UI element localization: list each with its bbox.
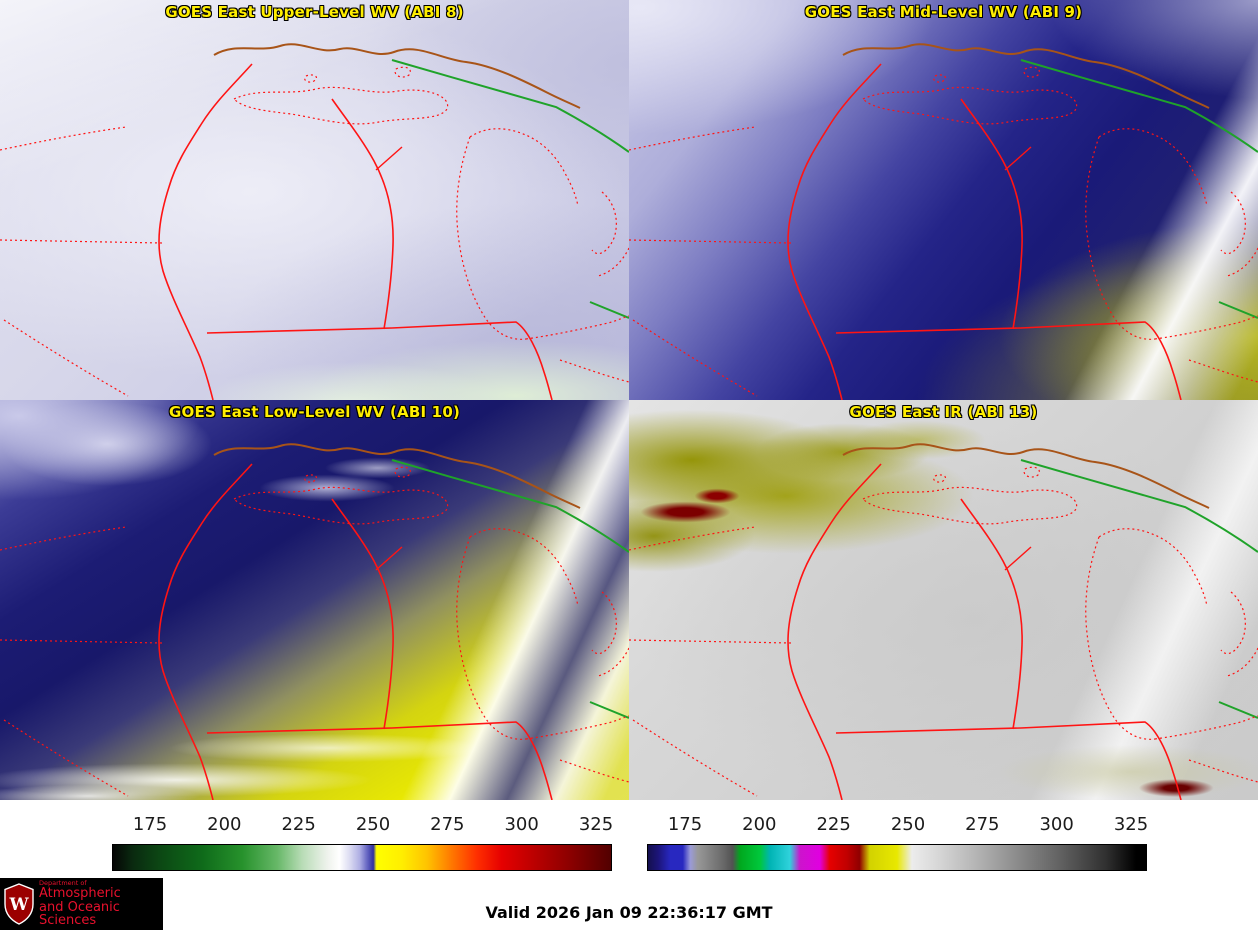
satellite-image-abi13 — [629, 400, 1258, 800]
logo-oceanic-sciences: and Oceanic Sciences — [39, 899, 120, 929]
colorbar-tick-label: 175 — [132, 814, 168, 835]
colorbar-tick-label: 325 — [1113, 814, 1149, 835]
wv-colorbar-gradient — [112, 844, 612, 871]
panel-title-abi8: GOES East Upper-Level WV (ABI 8) — [165, 3, 464, 21]
colorbar-tick-label: 275 — [965, 814, 1000, 835]
colorbar-tick-label: 225 — [816, 814, 851, 835]
ir-colorbar-gradient — [647, 844, 1147, 871]
colorbar-tick-label: 225 — [281, 814, 316, 835]
panel-title-abi9: GOES East Mid-Level WV (ABI 9) — [804, 3, 1083, 21]
colorbar-tick-label: 300 — [1039, 814, 1074, 835]
logo-atmospheric: Atmospheric — [39, 885, 121, 901]
colorbar-tick-label: 200 — [742, 814, 777, 835]
wv-colorbar: 175 200 225 250 275 300 325 — [112, 812, 614, 876]
colorbar-tick-label: 325 — [578, 814, 614, 835]
satellite-image-abi9 — [629, 0, 1258, 400]
uw-aos-logo-text: Department of Atmospheric and Oceanic Sc… — [39, 880, 163, 928]
panel-low-level-wv: GOES East Low-Level WV (ABI 10) — [0, 400, 629, 800]
colorbar-tick-label: 250 — [355, 814, 391, 835]
svg-text:W: W — [8, 895, 29, 915]
panel-title-abi10: GOES East Low-Level WV (ABI 10) — [168, 403, 461, 421]
panel-upper-level-wv: GOES East Upper-Level WV (ABI 8) — [0, 0, 629, 400]
colorbar-tick-label: 275 — [430, 814, 465, 835]
logo-dept-of: Department of — [39, 879, 87, 888]
colorbar-tick-label: 200 — [207, 814, 242, 835]
panel-mid-level-wv: GOES East Mid-Level WV (ABI 9) — [629, 0, 1258, 400]
ir-colorbar: 175 200 225 250 275 300 325 — [647, 812, 1149, 876]
panel-ir: GOES East IR (ABI 13) — [629, 400, 1258, 800]
colorbar-tick-label: 300 — [504, 814, 539, 835]
colorbar-row: 175 200 225 250 275 300 325 175 200 225 250 275 300… — [0, 812, 1258, 876]
wv-colorbar-ticks: 175 200 225 250 275 300 325 — [112, 812, 614, 840]
colorbar-tick-label: 250 — [890, 814, 926, 835]
valid-time: Valid 2026 Jan 09 22:36:17 GMT — [485, 903, 773, 922]
satellite-image-abi8 — [0, 0, 629, 400]
satellite-image-abi10 — [0, 400, 629, 800]
uw-aos-logo: W Department of Atmospheric and Oceanic … — [0, 878, 163, 930]
colorbar-tick-label: 175 — [667, 814, 703, 835]
panel-title-abi13: GOES East IR (ABI 13) — [849, 403, 1038, 421]
ir-colorbar-ticks: 175 200 225 250 275 300 325 — [647, 812, 1149, 840]
satellite-quad-grid: GOES East Upper-Level WV (ABI 8) GOES Ea… — [0, 0, 1258, 800]
uw-crest-icon: W — [4, 883, 34, 925]
